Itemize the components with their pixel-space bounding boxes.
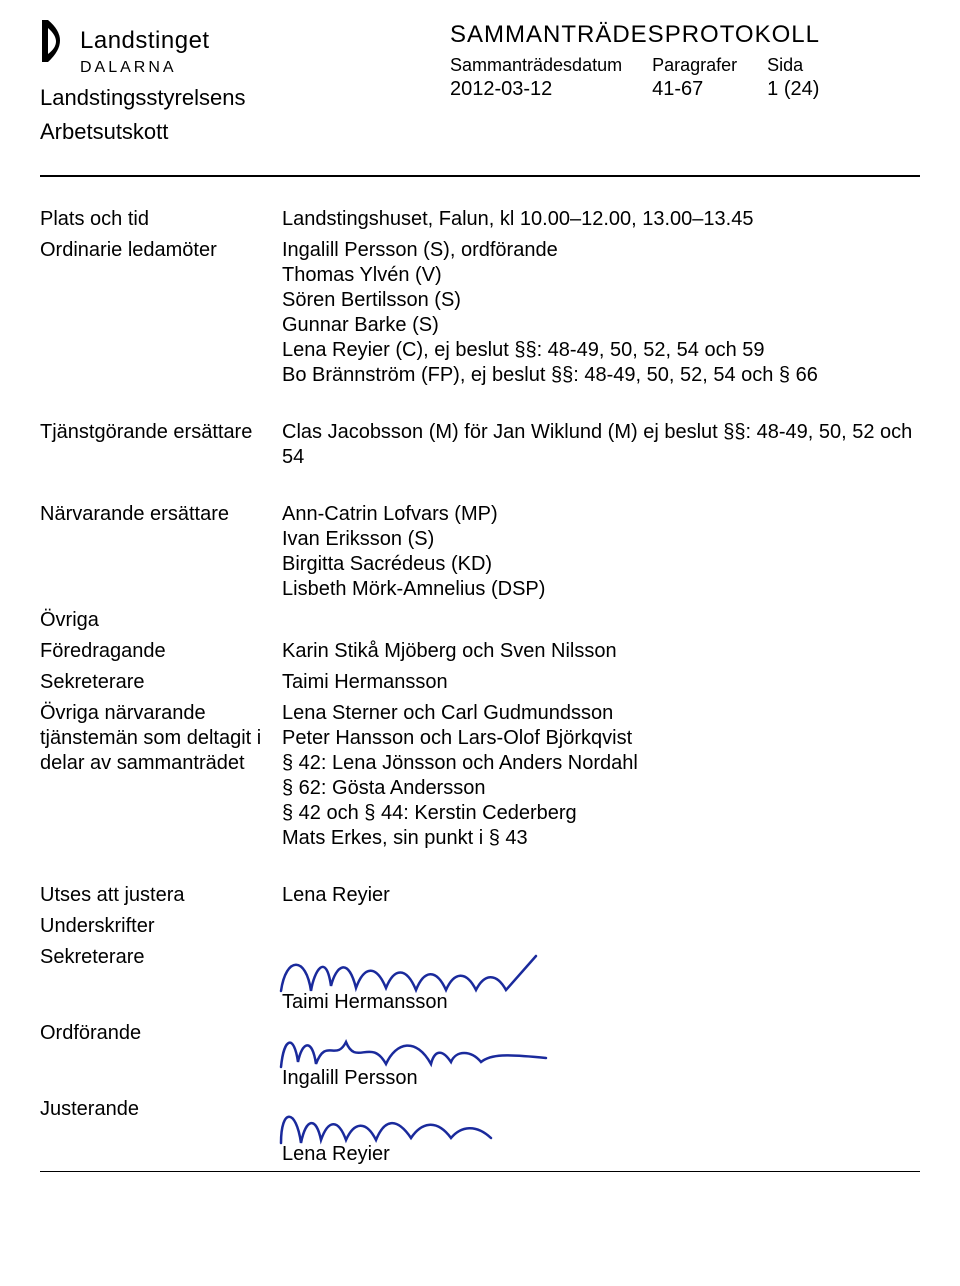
foredragande-label: Föredragande <box>40 639 270 664</box>
logo-text-line1: Landstinget <box>80 26 210 56</box>
tjanst-value: Clas Jacobsson (M) för Jan Wiklund (M) e… <box>282 420 920 470</box>
sig-sekreterare-block: Taimi Hermansson <box>282 945 920 1015</box>
ovriga-narv-line: § 42 och § 44: Kerstin Cederberg <box>282 801 920 826</box>
landstinget-logo-icon <box>40 20 74 62</box>
plats-label: Plats och tid <box>40 207 270 232</box>
sig-ordforande-block: Ingalill Persson <box>282 1021 920 1091</box>
ovriga-narv-line: § 42: Lena Jönsson och Anders Nordahl <box>282 751 920 776</box>
page: Landstinget DALARNA Landstingsstyrelsens… <box>0 0 960 1286</box>
org-line2: Arbetsutskott <box>40 118 245 146</box>
sig-ordforande-label: Ordförande <box>40 1021 270 1091</box>
org-line1: Landstingsstyrelsens <box>40 84 245 112</box>
sekreterare-label: Sekreterare <box>40 670 270 695</box>
ordinarie-line: Sören Bertilsson (S) <box>282 288 920 313</box>
ordinarie-line: Lena Reyier (C), ej beslut §§: 48-49, 50… <box>282 338 920 363</box>
sig-justerande-block: Lena Reyier <box>282 1097 920 1167</box>
meta-table: Sammanträdesdatum 2012-03-12 Paragrafer … <box>450 54 920 102</box>
ovriga-narv-line: § 62: Gösta Andersson <box>282 776 920 801</box>
meta-date-value: 2012-03-12 <box>450 77 622 102</box>
meta-para-value: 41-67 <box>652 77 737 102</box>
ovriga-narv-label: Övriga närvarande tjänstemän som deltagi… <box>40 701 270 851</box>
header-left: Landstinget DALARNA Landstingsstyrelsens… <box>40 20 245 145</box>
content-grid: Plats och tid Landstingshuset, Falun, kl… <box>40 207 920 1167</box>
document-title: SAMMANTRÄDESPROTOKOLL <box>450 20 920 50</box>
meta-para: Paragrafer 41-67 <box>652 54 737 102</box>
narvarande-label: Närvarande ersättare <box>40 502 270 602</box>
tjanst-label: Tjänstgörande ersätta­re <box>40 420 270 470</box>
ordinarie-label: Ordinarie ledamöter <box>40 238 270 388</box>
sig-justerande-label: Justerande <box>40 1097 270 1167</box>
meta-date-label: Sammanträdesdatum <box>450 54 622 77</box>
narvarande-line: Birgitta Sacrédeus (KD) <box>282 552 920 577</box>
ordinarie-line: Bo Brännström (FP), ej beslut §§: 48-49,… <box>282 363 920 388</box>
underskrifter-label: Underskrifter <box>40 914 270 939</box>
ovriga-narv-line: Lena Sterner och Carl Gudmundsson <box>282 701 920 726</box>
gap <box>40 857 270 877</box>
gap <box>40 394 270 414</box>
meta-page: Sida 1 (24) <box>767 54 819 102</box>
header-right: SAMMANTRÄDESPROTOKOLL Sammanträdesdatum … <box>450 20 920 102</box>
bottom-divider <box>40 1171 920 1172</box>
utses-label: Utses att justera <box>40 883 270 908</box>
ovriga-label: Övriga <box>40 608 270 633</box>
narvarande-line: Ann-Catrin Lofvars (MP) <box>282 502 920 527</box>
ovriga-value <box>282 608 920 633</box>
underskrifter-value <box>282 914 920 939</box>
header-divider <box>40 175 920 177</box>
gap <box>282 857 920 877</box>
ordinarie-value: Ingalill Persson (S), ordförande Thomas … <box>282 238 920 388</box>
utses-value: Lena Reyier <box>282 883 920 908</box>
meta-para-label: Paragrafer <box>652 54 737 77</box>
sekreterare-value: Taimi Hermansson <box>282 670 920 695</box>
sig-justerande-name: Lena Reyier <box>282 1142 390 1167</box>
meta-page-value: 1 (24) <box>767 77 819 102</box>
ovriga-narv-line: Peter Hansson och Lars-Olof Björkqvist <box>282 726 920 751</box>
gap <box>40 476 270 496</box>
gap <box>282 476 920 496</box>
logo-text-line2: DALARNA <box>80 58 245 78</box>
sig-sekreterare-label: Sekreterare <box>40 945 270 1015</box>
foredragande-value: Karin Stikå Mjöberg och Sven Nilsson <box>282 639 920 664</box>
narvarande-line: Lisbeth Mörk-Amnelius (DSP) <box>282 577 920 602</box>
plats-value: Landstingshuset, Falun, kl 10.00–12.00, … <box>282 207 920 232</box>
ordinarie-line: Ingalill Persson (S), ordförande <box>282 238 920 263</box>
header: Landstinget DALARNA Landstingsstyrelsens… <box>40 20 920 145</box>
sig-sekreterare-name: Taimi Hermansson <box>282 990 448 1015</box>
gap <box>282 394 920 414</box>
narvarande-line: Ivan Eriksson (S) <box>282 527 920 552</box>
logo-row: Landstinget <box>40 20 245 62</box>
meta-page-label: Sida <box>767 54 819 77</box>
ordinarie-line: Thomas Ylvén (V) <box>282 263 920 288</box>
sig-ordforande-name: Ingalill Persson <box>282 1066 418 1091</box>
narvarande-value: Ann-Catrin Lofvars (MP) Ivan Eriksson (S… <box>282 502 920 602</box>
ordinarie-line: Gunnar Barke (S) <box>282 313 920 338</box>
meta-date: Sammanträdesdatum 2012-03-12 <box>450 54 622 102</box>
ovriga-narv-value: Lena Sterner och Carl Gudmundsson Peter … <box>282 701 920 851</box>
ovriga-narv-line: Mats Erkes, sin punkt i § 43 <box>282 826 920 851</box>
